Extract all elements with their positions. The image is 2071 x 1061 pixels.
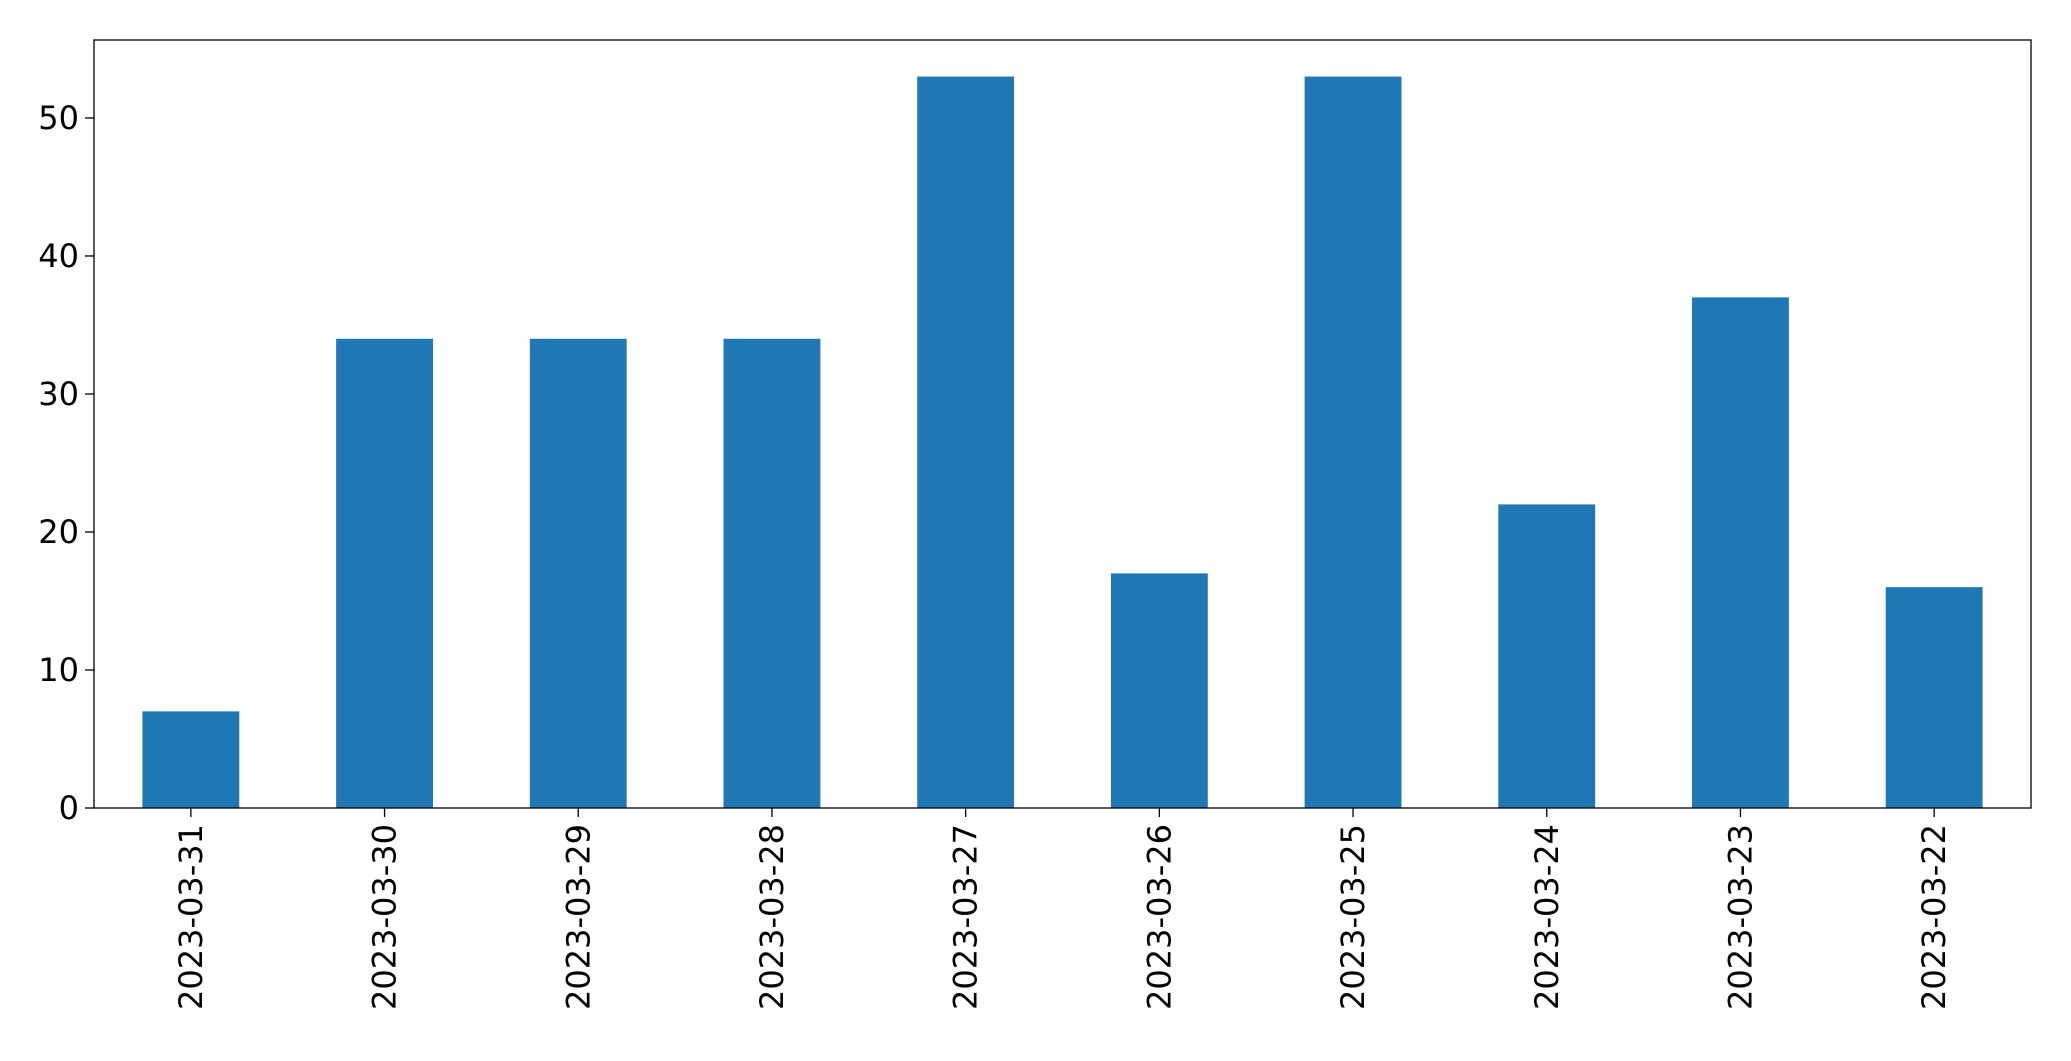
- bar: [1304, 76, 1402, 809]
- x-tick-label: 2023-03-26: [1140, 824, 1178, 1010]
- y-tick-label: 0: [59, 789, 79, 827]
- bar: [529, 338, 627, 808]
- y-tick-label: 20: [38, 513, 79, 551]
- bar: [1885, 587, 1983, 808]
- bar: [1692, 297, 1789, 808]
- x-tick-label: 2023-03-22: [1915, 824, 1953, 1010]
- y-tick-label: 50: [38, 99, 79, 137]
- bar: [142, 711, 240, 808]
- y-tick-label: 40: [38, 237, 79, 275]
- x-tick-label: 2023-03-23: [1721, 824, 1759, 1010]
- x-tick-label: 2023-03-31: [172, 824, 210, 1010]
- x-tick-label: 2023-03-29: [559, 824, 597, 1010]
- bar: [1110, 573, 1208, 808]
- x-tick-label: 2023-03-24: [1528, 824, 1566, 1010]
- y-tick-label: 30: [38, 375, 79, 413]
- x-tick-label: 2023-03-28: [753, 824, 791, 1010]
- x-tick-label: 2023-03-30: [366, 824, 404, 1010]
- bar: [723, 338, 821, 808]
- bar: [1498, 504, 1596, 808]
- bar: [917, 76, 1015, 809]
- x-tick-label: 2023-03-27: [947, 824, 985, 1010]
- x-tick-label: 2023-03-25: [1334, 824, 1372, 1010]
- y-tick-label: 10: [38, 651, 79, 689]
- bar: [336, 338, 433, 808]
- plot-frame: [93, 39, 2032, 809]
